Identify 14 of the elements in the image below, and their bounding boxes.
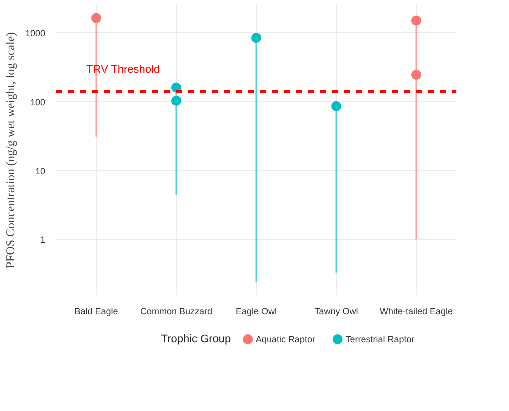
y-tick-label: 10	[35, 166, 46, 176]
y-tick-label: 100	[30, 97, 46, 108]
legend-label: Aquatic Raptor	[256, 334, 316, 344]
ref-line-label: TRV Threshold	[86, 64, 160, 76]
x-tick-label: Bald Eagle	[74, 306, 118, 316]
x-tick-label: Eagle Owl	[236, 306, 278, 316]
x-tick-label: White-tailed Eagle	[380, 306, 454, 316]
y-tick-label: 1	[40, 235, 46, 246]
y-tick-label: 1000	[25, 28, 46, 38]
y-axis-title: PFOS Concentration (ng/g wet weight, log scale)	[3, 32, 18, 269]
x-tick-label: Common Buzzard	[140, 306, 213, 316]
legend-label: Terrestrial Raptor	[346, 334, 415, 344]
x-tick-label: Tawny Owl	[314, 306, 358, 316]
legend-title: Trophic Group	[161, 334, 232, 346]
